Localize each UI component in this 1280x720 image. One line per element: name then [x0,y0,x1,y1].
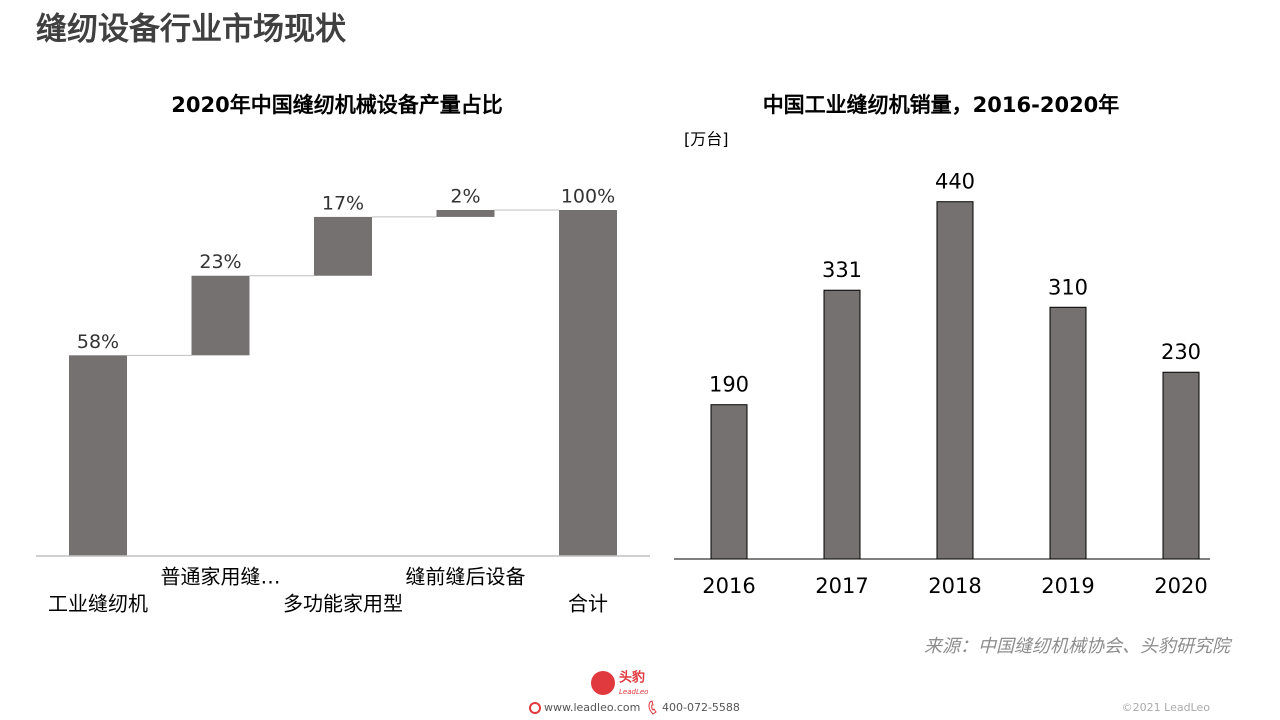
phone: 400-072-5588 [662,701,740,714]
x-tick-label: 2020 [1154,574,1207,598]
logo-en: LeadLeo [619,688,648,696]
value-label: 17% [322,192,364,214]
logo-icon [591,671,615,695]
phone-icon [648,700,657,715]
value-label: 331 [822,258,862,282]
x-tick-label: 2017 [815,574,868,598]
unit-label: [万台] [684,130,729,149]
source: 来源：中国缝纫机械协会、头豹研究院 [924,636,1233,657]
bar [710,404,748,560]
chart-title: 中国工业缝纫机销量，2016-2020年 [763,93,1120,117]
value-label: 310 [1048,275,1088,299]
footer: 头豹 LeadLeo www.leadleo.com 400-072-5588 … [529,670,1211,715]
bar [559,210,617,556]
website: www.leadleo.com [544,701,640,714]
x-tick-label: 2016 [702,574,755,598]
bar [69,355,127,556]
chart-title: 2020年中国缝纫机械设备产量占比 [171,93,502,117]
copyright: ©2021 LeadLeo [1122,701,1211,714]
bar [436,210,495,217]
bar [1049,306,1087,560]
value-label: 2% [450,186,480,208]
value-label: 23% [199,251,241,273]
web-icon [529,702,541,714]
bar [1162,371,1200,560]
value-label: 440 [935,170,975,194]
bar [191,275,250,356]
x-tick-label: 2019 [1041,574,1094,598]
value-label: 230 [1161,340,1201,364]
page-title: 缝纫设备行业市场现状 [36,12,347,48]
x-tick-label: 合计 [568,592,608,616]
bar [936,201,974,560]
bar [823,289,861,560]
x-tick-label: 普通家用缝… [161,565,281,589]
bar [314,216,372,276]
x-tick-label: 工业缝纫机 [48,592,148,616]
value-label: 58% [77,331,119,353]
x-tick-label: 缝前缝后设备 [406,565,526,589]
x-tick-label: 多功能家用型 [283,592,403,616]
value-label: 100% [561,186,615,208]
x-tick-label: 2018 [928,574,981,598]
logo-cn: 头豹 [619,670,645,686]
value-label: 190 [709,373,749,397]
